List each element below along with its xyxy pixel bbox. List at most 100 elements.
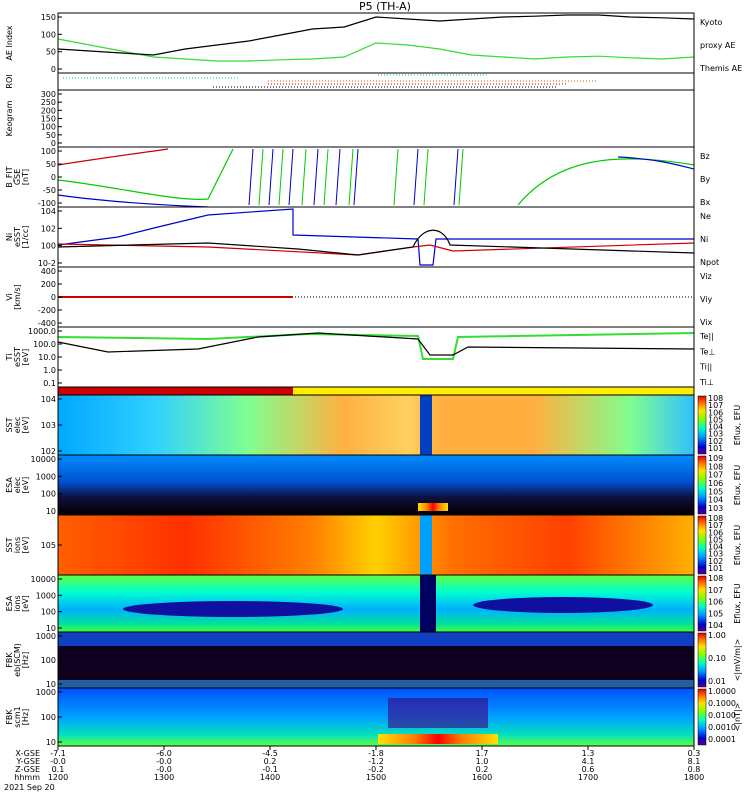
y-tick-label: -50 xyxy=(43,186,56,195)
colorbar-tick-label: 107 xyxy=(708,586,723,595)
sst-e-dropout xyxy=(420,395,432,455)
y-axis-label: AE Index xyxy=(5,25,14,60)
y-axis-label-2: ions xyxy=(13,537,22,553)
b-rotation-line xyxy=(335,148,341,206)
y-tick-label: 1000 xyxy=(36,688,56,697)
legend-entry: Te⊥ xyxy=(699,347,715,356)
b-rotation-line xyxy=(353,148,359,206)
y-tick-label: 100 xyxy=(41,490,56,499)
y-tick-label: 102 xyxy=(41,447,56,456)
y-tick-label: -200 xyxy=(38,306,56,315)
y-axis-label-2: elec xyxy=(13,417,22,433)
y-tick-label: 150 xyxy=(41,115,56,124)
y-axis-label-2: ions xyxy=(13,595,22,611)
colorbar-tick-label: 104 xyxy=(708,423,723,432)
ephemeris-value: -1.2 xyxy=(368,757,384,766)
y-tick-label: 102 xyxy=(41,224,56,233)
panel-esa_i: 10000 1000 100 10 ESA ions [eV] 108 107 106 105 104… xyxy=(5,574,742,633)
y-axis-label-2: scm1 xyxy=(13,706,22,727)
colorbar-tick-label: 0.10 xyxy=(708,654,726,663)
colorbar-label: Eflux, EFU xyxy=(733,583,742,624)
colorbar-tick-label: 103 xyxy=(708,430,723,439)
y-tick-label: 10 xyxy=(46,680,56,689)
ephemeris-value: -0.1 xyxy=(262,765,278,774)
ephemeris-value: -0.2 xyxy=(368,765,384,774)
y-tick-label: 103 xyxy=(41,421,56,430)
ephemeris-value: -4.5 xyxy=(262,749,278,758)
y-tick-label: 104 xyxy=(41,395,56,404)
ephemeris-value: 0.2 xyxy=(264,757,277,766)
b-rotation-line xyxy=(268,148,274,206)
ephemeris-value: -6.0 xyxy=(156,749,172,758)
colorbar-tick-label: 108 xyxy=(708,514,723,523)
ae-series-line-0 xyxy=(57,38,695,62)
y-tick-label: 1000 xyxy=(36,591,56,600)
colorbar xyxy=(697,688,707,746)
legend-entry: Viy xyxy=(700,295,713,304)
ephemeris-value: 1.3 xyxy=(582,749,595,758)
colorbar-tick-label: 104 xyxy=(708,621,723,630)
y-tick-label: 10 xyxy=(46,738,56,747)
panel-mode xyxy=(57,386,695,396)
colorbar-tick-label: 0.01 xyxy=(708,677,726,686)
y-tick-label: 10000 xyxy=(31,455,56,464)
y-tick-label: 0 xyxy=(51,293,56,302)
colorbar-label: <|mV/m|> xyxy=(733,639,742,682)
y-tick-label: 100.0 xyxy=(33,340,56,349)
ephemeris-value: 0.6 xyxy=(582,765,595,774)
legend-entry: proxy AE xyxy=(700,41,735,50)
b-rotation-line xyxy=(258,148,264,206)
b-rotation-line xyxy=(393,148,399,206)
b-rotation-line xyxy=(248,148,254,206)
legend-entry: By xyxy=(700,175,710,184)
y-axis-label-3: [Hz] xyxy=(21,652,30,668)
panel-roi: ROI xyxy=(5,72,695,91)
b-rotation-line xyxy=(288,148,294,206)
y-tick-label: 1.0 xyxy=(43,366,56,375)
y-tick-label: 10 xyxy=(46,507,56,516)
colorbar-tick-label: 105 xyxy=(708,535,723,544)
x-tick-label: 1700 xyxy=(578,773,598,782)
ae-series-line-1 xyxy=(57,14,695,56)
colorbar xyxy=(697,632,707,688)
colorbar-tick-label: 102 xyxy=(708,557,723,566)
y-axis-label-3: [Hz] xyxy=(21,709,30,725)
ephemeris-value: 0.1 xyxy=(52,765,65,774)
y-axis-label-2: [km/s] xyxy=(13,284,22,310)
fbk-e-top-band xyxy=(58,632,694,646)
colorbar-tick-label: 104 xyxy=(708,496,723,505)
y-tick-label: 400 xyxy=(41,267,56,276)
esa-e-spectrum xyxy=(58,455,694,515)
y-tick-label: 10 xyxy=(46,624,56,633)
colorbar-tick-label: 0.0001 xyxy=(708,735,736,744)
colorbar-tick-label: 103 xyxy=(708,550,723,559)
ni-line xyxy=(57,229,695,256)
mode-bar-red xyxy=(58,387,293,395)
y-axis-label: SST xyxy=(5,417,14,432)
ephemeris-value: -0.0 xyxy=(156,765,172,774)
y-tick-label: 10.0 xyxy=(38,353,56,362)
date-label: 2021 Sep 20 xyxy=(4,783,55,792)
b-rotation-line xyxy=(453,148,459,206)
legend-entry: Kyoto xyxy=(700,18,722,27)
y-tick-label: -400 xyxy=(38,319,56,328)
ephemeris-value: 1.0 xyxy=(476,757,489,766)
y-tick-label: 104 xyxy=(41,207,56,216)
y-axis-label-2: eSST xyxy=(13,227,22,247)
colorbar-tick-label: 108 xyxy=(708,462,723,471)
colorbar-label: Eflux, EFU xyxy=(733,405,742,446)
y-tick-label: 50 xyxy=(46,160,56,169)
panel-bfit: 100 50 0 -50 -100 B_FIT GSE [nT] Bz By Bx xyxy=(5,146,710,208)
y-axis-label: Ni xyxy=(5,233,14,241)
npot-line xyxy=(57,208,694,266)
y-tick-label: 10-2 xyxy=(38,259,56,268)
ephemeris-value: 0.2 xyxy=(476,765,489,774)
y-tick-label: -100 xyxy=(38,199,56,208)
y-axis-label: Keogram xyxy=(5,100,14,136)
y-axis-label: Ti xyxy=(5,354,14,362)
x-tick-label: 1600 xyxy=(472,773,492,782)
y-axis-label-3: [eV] xyxy=(21,537,30,554)
y-tick-label: 0 xyxy=(51,139,56,148)
y-tick-label: 200 xyxy=(41,280,56,289)
